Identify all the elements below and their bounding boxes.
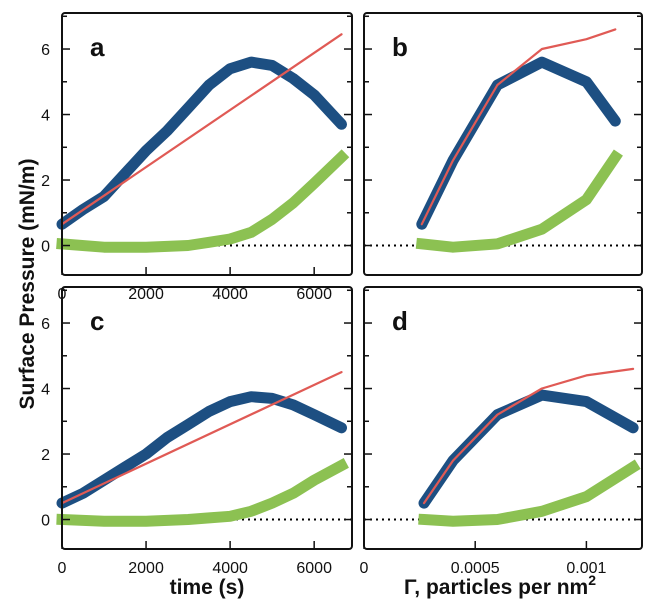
panel-letter: c <box>90 306 104 336</box>
x-axis-title-gamma-main: Γ, particles per nm <box>404 576 588 599</box>
panel-b: b <box>363 12 643 276</box>
plot-frame <box>363 12 643 276</box>
panel-c: 0 2 4 6 0 2000 4000 6000 c <box>41 286 353 577</box>
blue-series-line <box>56 391 347 509</box>
panel-letter: b <box>392 32 408 62</box>
green-series-line <box>418 459 641 527</box>
x-tick-label: 0.001 <box>566 560 606 577</box>
y-tick-label: 4 <box>41 108 50 125</box>
x-tick-label: 0 <box>58 560 67 577</box>
x-tick-label: 6000 <box>296 560 332 577</box>
x-tick-label: 0.0005 <box>451 560 500 577</box>
green-series-line <box>415 149 623 253</box>
green-series-line <box>56 149 350 253</box>
y-tick-label: 6 <box>41 316 50 333</box>
panel-d: 0 0.0005 0.001 d <box>360 286 643 577</box>
y-tick-label: 2 <box>41 173 50 190</box>
x-axis-title-time: time (s) <box>170 576 245 599</box>
green-series-line <box>56 458 349 527</box>
x-tick-label: 4000 <box>212 286 248 303</box>
x-axis-title-gamma-sup: 2 <box>588 572 596 588</box>
plot-frame <box>61 286 353 550</box>
y-tick-label: 0 <box>41 513 50 530</box>
x-tick-label: 2000 <box>128 560 164 577</box>
red-series-line <box>60 371 343 505</box>
panel-letter: d <box>392 306 408 336</box>
x-axis-title-gamma: Γ, particles per nm2 <box>404 572 596 599</box>
x-tick-label: 0 <box>360 560 369 577</box>
x-tick-label: 6000 <box>296 286 332 303</box>
y-tick-label: 6 <box>41 42 50 59</box>
y-axis-title: Surface Pressure (mN/m) <box>16 159 39 410</box>
plot-frame <box>363 286 643 550</box>
red-series-line <box>60 33 343 226</box>
y-tick-label: 2 <box>41 447 50 464</box>
plot-frame <box>61 12 353 276</box>
red-series-line <box>420 28 617 226</box>
y-tick-label: 4 <box>41 382 50 399</box>
y-tick-label: 0 <box>41 239 50 256</box>
panel-letter: a <box>90 32 105 62</box>
x-tick-label: 2000 <box>128 286 164 303</box>
x-tick-label: 4000 <box>212 560 248 577</box>
red-series-line <box>422 367 635 505</box>
